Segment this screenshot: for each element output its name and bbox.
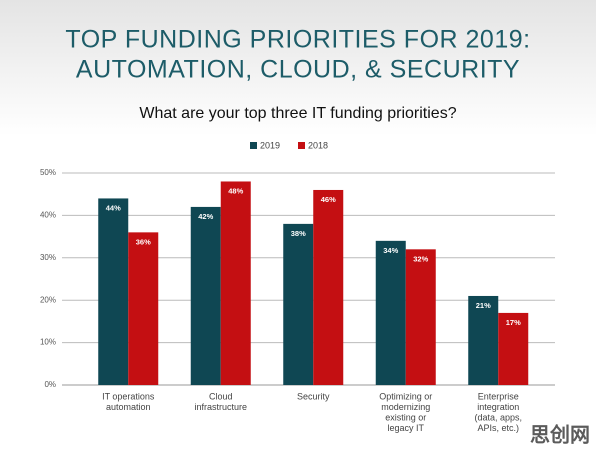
y-tick-label: 20% <box>40 295 56 304</box>
value-label: 48% <box>228 186 243 195</box>
x-tick-label: existing or <box>385 412 426 422</box>
bar <box>190 206 221 385</box>
bar <box>468 295 499 385</box>
legend-swatch <box>298 142 305 149</box>
bar <box>283 223 314 385</box>
value-label: 34% <box>383 246 398 255</box>
bar <box>220 181 251 385</box>
x-tick-label: automation <box>106 402 151 412</box>
value-label: 17% <box>506 318 521 327</box>
y-tick-label: 50% <box>40 168 56 177</box>
chart-subtitle: What are your top three IT funding prior… <box>139 105 456 122</box>
legend-label: 2018 <box>308 140 328 150</box>
bar <box>405 249 436 385</box>
x-tick-label: APIs, etc.) <box>477 423 519 433</box>
x-tick-label: Enterprise <box>478 391 519 401</box>
x-tick-label: integration <box>477 402 519 412</box>
bar <box>128 232 159 385</box>
value-label: 21% <box>476 301 491 310</box>
bar <box>313 189 344 385</box>
bar <box>98 198 129 385</box>
bar <box>498 312 529 385</box>
value-label: 38% <box>291 229 306 238</box>
x-tick-label: IT operations <box>102 391 155 401</box>
y-tick-label: 30% <box>40 253 56 262</box>
x-tick-label: Optimizing or <box>379 391 432 401</box>
x-tick-label: (data, apps, <box>474 412 522 422</box>
x-tick-label: Cloud <box>209 391 233 401</box>
legend-swatch <box>250 142 257 149</box>
y-tick-label: 40% <box>40 211 56 220</box>
watermark: 思创网 <box>530 422 590 446</box>
bar <box>375 240 406 385</box>
y-tick-label: 0% <box>44 380 56 389</box>
x-tick-label: legacy IT <box>387 423 424 433</box>
chart-title: AUTOMATION, CLOUD, & SECURITY <box>76 56 520 84</box>
legend-label: 2019 <box>260 140 280 150</box>
x-tick-label: infrastructure <box>194 402 247 412</box>
value-label: 46% <box>321 195 336 204</box>
x-tick-label: modernizing <box>381 402 430 412</box>
value-label: 32% <box>413 254 428 263</box>
y-tick-label: 10% <box>40 338 56 347</box>
chart-title: TOP FUNDING PRIORITIES FOR 2019: <box>65 26 530 54</box>
value-label: 42% <box>198 212 213 221</box>
value-label: 36% <box>136 237 151 246</box>
x-tick-label: Security <box>297 391 330 401</box>
value-label: 44% <box>106 203 121 212</box>
